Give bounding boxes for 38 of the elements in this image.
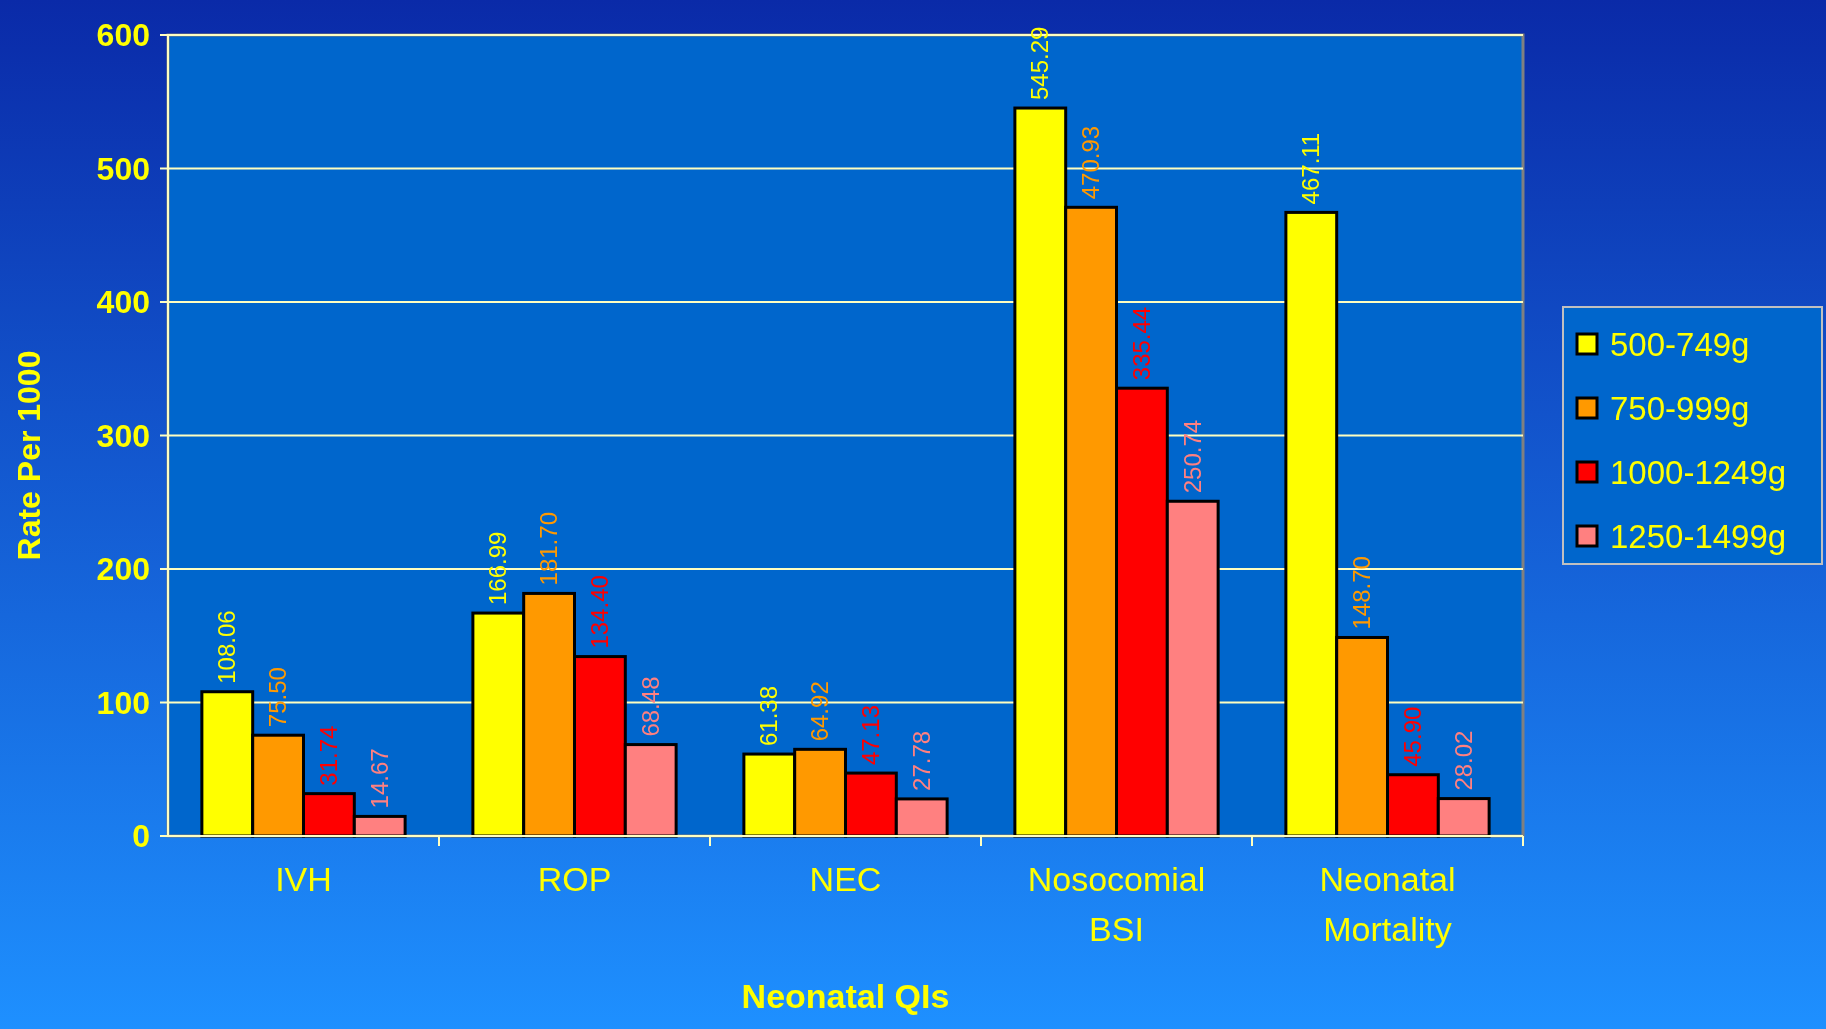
data-label: 75.50	[264, 667, 292, 728]
x-tick-label: NEC	[809, 860, 882, 898]
y-tick-label: 600	[96, 17, 150, 54]
data-label: 470.93	[1077, 125, 1105, 200]
data-label: 467.11	[1297, 132, 1325, 205]
y-axis-title: Rate Per 1000	[11, 350, 47, 561]
data-label: 166.99	[484, 531, 512, 606]
data-label: 148.70	[1348, 556, 1376, 630]
x-tick-label: ROP	[537, 860, 612, 898]
data-label: 61.38	[755, 686, 783, 747]
data-label: 64.92	[806, 681, 834, 742]
data-label: 335.44	[1127, 306, 1155, 381]
y-tick-label: 200	[96, 551, 150, 588]
y-tick-label: 500	[96, 150, 150, 187]
data-label: 250.74	[1178, 419, 1206, 494]
data-label: 68.48	[636, 676, 664, 737]
x-tick-label: Nosocomial BSI	[1027, 860, 1206, 948]
data-label: 545.29	[1026, 26, 1054, 101]
data-label: 47.13	[856, 705, 884, 766]
data-label: 31.74	[314, 725, 342, 786]
y-tick-label: 0	[132, 818, 150, 855]
y-tick-label: 100	[96, 684, 150, 721]
data-label: 27.78	[907, 730, 935, 791]
legend-label: 500-749g	[1610, 325, 1750, 363]
x-tick-label: IVH	[275, 860, 332, 898]
data-label: 134.40	[585, 575, 613, 649]
data-label: 28.02	[1449, 730, 1477, 791]
x-axis-title: Neonatal QIs	[741, 977, 950, 1015]
data-label: 14.67	[365, 748, 393, 809]
y-tick-label: 300	[96, 417, 150, 454]
data-label: 45.90	[1398, 706, 1426, 767]
data-label: 181.70	[535, 512, 563, 586]
y-tick-label: 400	[96, 284, 150, 321]
legend-label: 1000-1249g	[1610, 453, 1787, 491]
data-label: 108.06	[213, 610, 241, 684]
legend-label: 750-999g	[1610, 389, 1750, 427]
x-tick-label: Neonatal Mortality	[1319, 860, 1456, 948]
legend-label: 1250-1499g	[1610, 517, 1787, 555]
